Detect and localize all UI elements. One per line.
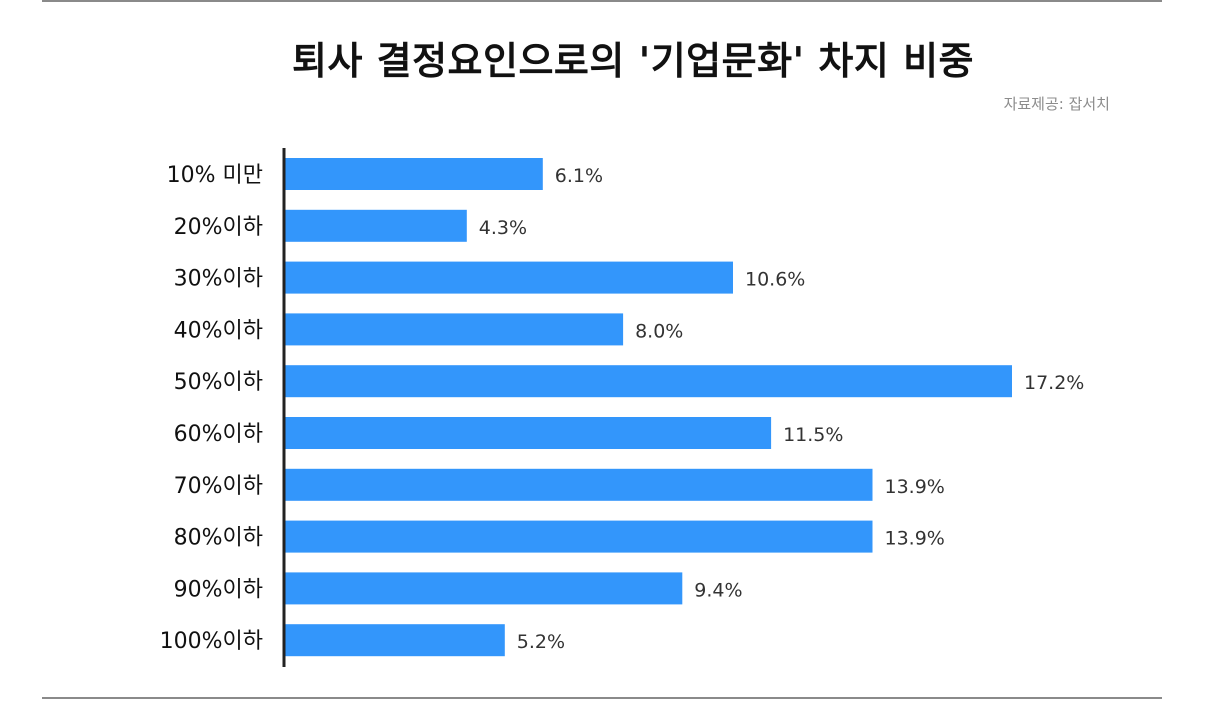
category-label: 80%이하 — [174, 526, 263, 551]
category-labels: 10% 미만 20%이하 30%이하 40%이하 50%이하 60%이하 70%이하 80%이… — [160, 163, 263, 654]
category-label: 20%이하 — [174, 215, 263, 240]
source-note: 자료제공: 잡서치 — [1003, 95, 1110, 113]
bar — [285, 520, 873, 553]
bar — [285, 261, 733, 294]
value-label: 13.9% — [885, 476, 945, 498]
chart-title: 퇴사 결정요인으로의 '기업문화' 차지 비중 — [291, 39, 974, 83]
value-label: 8.0% — [635, 320, 683, 342]
bar — [285, 313, 624, 346]
value-label: 10.6% — [745, 269, 805, 291]
bar — [285, 417, 772, 449]
value-label: 11.5% — [783, 424, 843, 446]
category-label: 70%이하 — [174, 474, 263, 499]
value-label: 13.9% — [885, 528, 945, 550]
bars-group — [285, 158, 1012, 657]
top-rule — [42, 0, 1162, 2]
category-label: 50%이하 — [174, 370, 263, 395]
category-label: 60%이하 — [174, 422, 263, 447]
bottom-rule — [42, 697, 1162, 699]
category-label: 90%이하 — [174, 577, 263, 602]
value-label: 4.3% — [479, 217, 527, 239]
value-label: 5.2% — [517, 631, 565, 653]
category-label: 30%이하 — [174, 267, 263, 292]
category-label: 100%이하 — [160, 629, 263, 654]
bar — [285, 209, 467, 242]
bar — [285, 572, 683, 605]
bar — [285, 624, 505, 657]
value-labels: 6.1% 4.3% 10.6% 8.0% 17.2% 11.5% 13.9% 13.9% 9.4… — [479, 165, 1085, 653]
bar — [285, 365, 1012, 398]
value-label: 9.4% — [694, 579, 742, 601]
category-label: 10% 미만 — [167, 163, 263, 188]
category-label: 40%이하 — [174, 318, 263, 343]
bar — [285, 158, 543, 190]
value-label: 6.1% — [555, 165, 603, 187]
value-label: 17.2% — [1024, 372, 1084, 394]
bar — [285, 468, 873, 501]
